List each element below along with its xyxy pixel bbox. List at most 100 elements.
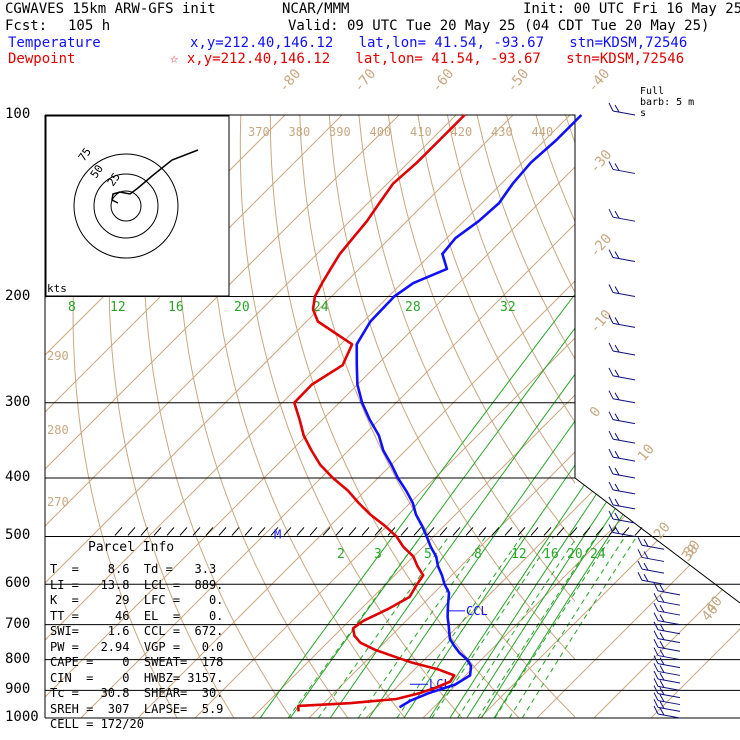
hodograph-units: kts <box>47 282 67 295</box>
dewpoint-trace <box>293 114 466 712</box>
wind-barb <box>612 350 636 356</box>
wind-barb-flag <box>659 584 665 593</box>
wind-barb <box>612 531 636 537</box>
parcel-info-row: T = 8.6 Td = 3.3 <box>50 562 217 576</box>
moist-adiabat-line <box>357 536 487 718</box>
theta-label: 440 <box>532 125 554 139</box>
dewpoint-location: ☆ x,y=212.40,146.12 lat,lon= 41.54, -93.… <box>170 51 685 67</box>
wind-barb-flag <box>608 390 614 399</box>
wind-barb-flag <box>643 562 649 571</box>
moist-adiabat-line <box>317 536 450 718</box>
isotherm-line <box>593 115 740 718</box>
hodograph-ring-label: 25 <box>105 170 123 188</box>
wind-barb-flag <box>608 342 614 352</box>
hodograph-ring <box>93 173 159 239</box>
wind-barb-flag <box>614 317 620 325</box>
freezing-level-tick <box>478 527 487 536</box>
moist-adiabat-line <box>431 536 555 718</box>
wind-barb-flag <box>653 678 659 687</box>
wind-barb-flag <box>659 707 665 716</box>
center-label: NCAR/MMM <box>282 1 350 17</box>
mixing-ratio-label: 3 <box>374 547 382 562</box>
freezing-level-tick <box>270 527 279 536</box>
isotherm-label: -20 <box>587 231 616 261</box>
freezing-level-tick <box>491 527 500 536</box>
wind-barb-flag <box>608 524 614 533</box>
freezing-level-tick <box>361 527 370 536</box>
wind-barb-flag <box>614 392 620 400</box>
freezing-level-tick <box>569 527 578 536</box>
freezing-level-tick <box>439 527 448 536</box>
pressure-label: 900 <box>5 681 31 698</box>
freezing-level-tick <box>127 527 136 536</box>
freezing-level-tick <box>582 527 591 536</box>
wind-barb-flag <box>659 641 665 649</box>
freezing-level-tick <box>179 527 188 536</box>
freezing-level-tick <box>322 527 331 536</box>
mixing-ratio-line <box>259 282 585 718</box>
dry-adiabat-line <box>299 115 575 718</box>
wind-barb-flag <box>614 498 620 507</box>
isotherm-label: -40 <box>585 66 614 96</box>
wind-barb-flag <box>643 573 649 582</box>
hodograph-ring <box>73 153 179 259</box>
pressure-label: 800 <box>5 650 31 667</box>
isotherm-line <box>45 115 343 718</box>
freezing-level-tick <box>231 527 240 536</box>
wind-barb <box>612 375 636 381</box>
wind-barb-flag <box>608 102 614 112</box>
freezing-level-tick <box>543 527 552 536</box>
freezing-level-tick <box>205 527 214 536</box>
freezing-level-tick <box>283 527 292 536</box>
wind-barb-flag <box>608 481 614 491</box>
dry-adiabat-line <box>387 115 575 544</box>
mixing-ratio-line <box>329 282 643 718</box>
freezing-level-tick <box>400 527 409 536</box>
mixing-ratio-line <box>368 282 675 718</box>
pressure-label: 400 <box>5 469 31 486</box>
wind-barb <box>657 638 681 644</box>
dry-adiabat-line <box>358 115 575 602</box>
wind-barb-flag <box>614 369 620 378</box>
wind-barb-flag <box>653 582 659 592</box>
dry-adiabat-line <box>208 115 406 718</box>
wind-barb <box>641 544 665 550</box>
wind-barb-flag <box>653 647 659 656</box>
wind-barb-flag <box>643 551 649 559</box>
wind-barb-flag <box>608 315 614 324</box>
wind-barb <box>612 419 636 425</box>
moist-adiabat-line <box>457 536 578 718</box>
hodograph-ring-label: 75 <box>76 145 94 163</box>
wind-barb <box>657 706 681 712</box>
theta-label: 410 <box>410 125 432 139</box>
wind-barb <box>612 438 636 444</box>
wind-barb <box>612 322 636 328</box>
wind-barb-flag <box>653 699 659 708</box>
dry-adiabat-line <box>535 115 575 223</box>
freezing-level-tick <box>556 527 565 536</box>
wind-barb-flag <box>643 539 649 547</box>
dry-adiabat-line <box>446 115 575 423</box>
isotherm-label: -80 <box>276 66 305 96</box>
parcel-info-row: CELL = 172/20 <box>50 717 144 731</box>
theta-label: 420 <box>451 125 473 139</box>
parcel-info-row: SREH = 307 LAPSE= 5.9 <box>50 701 224 716</box>
wind-barb <box>612 257 636 263</box>
moist-adiabat-line <box>521 536 638 718</box>
isotherm-line <box>251 115 740 718</box>
mixing-ratio-label: 12 <box>110 300 126 315</box>
dry-adiabat-line <box>417 115 575 484</box>
wind-barb <box>641 579 665 585</box>
wind-barb-flag <box>659 672 665 681</box>
wind-barb-flag <box>659 701 665 709</box>
wind-barb-flag <box>608 208 614 218</box>
dry-adiabat-line <box>143 115 292 718</box>
freezing-level-tick <box>335 527 344 536</box>
pressure-label: 100 <box>5 106 31 122</box>
dry-adiabat-line <box>328 115 575 661</box>
wind-barb <box>612 518 636 524</box>
isotherm-line <box>536 115 740 718</box>
wind-barb-flag <box>614 467 620 476</box>
valid-time: Valid: 09 UTC Tue 20 May 25 (04 CDT Tue … <box>288 18 710 34</box>
dry-adiabat-line <box>713 115 740 731</box>
